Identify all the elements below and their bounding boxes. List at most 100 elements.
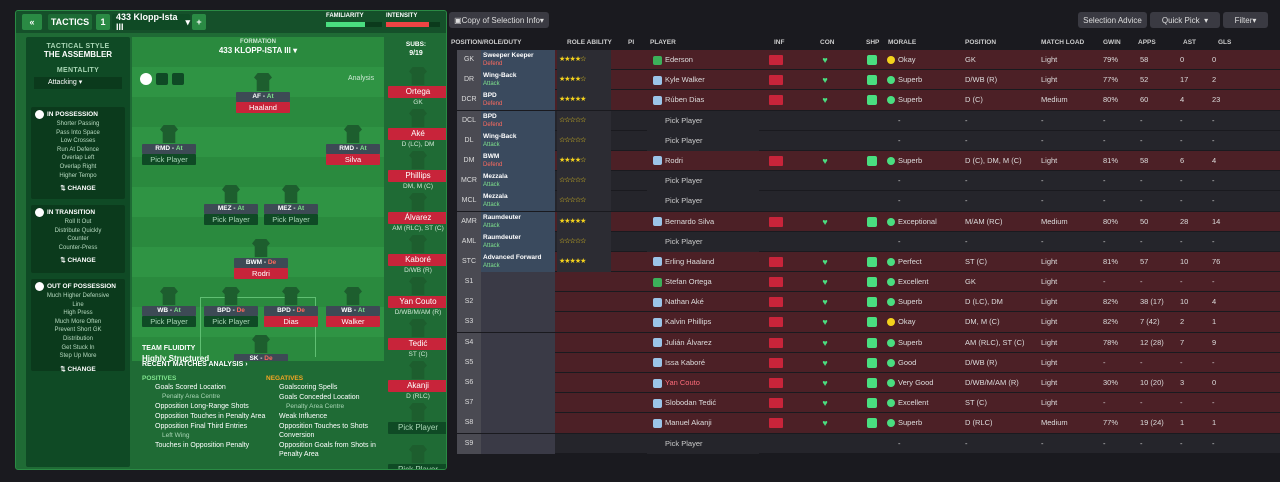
quick-pick-button[interactable]: Quick Pick ▾ (1150, 12, 1220, 28)
stats-icon[interactable] (156, 73, 168, 85)
sub-name[interactable]: Ortega (388, 86, 446, 98)
col-ast[interactable]: AST (1183, 39, 1196, 46)
player-name[interactable]: Dias (264, 316, 318, 327)
col-gls[interactable]: GLS (1218, 39, 1232, 46)
player-cell[interactable]: Ederson (653, 50, 763, 70)
table-row[interactable]: DR Wing-Back Attack ★★★★☆ Kyle Walker ♥ Superb… (457, 70, 1280, 91)
col-apps[interactable]: APPS (1138, 39, 1156, 46)
analysis-item[interactable]: Weak Influence (279, 413, 328, 420)
player-name[interactable]: Kyle Walker (665, 75, 705, 85)
pick-player-select[interactable]: Pick Player (647, 191, 759, 212)
table-row[interactable]: S9 Pick Player - - - - - - - (457, 433, 1280, 454)
role-duty-select[interactable]: BPD Defend (481, 110, 555, 131)
player-name[interactable]: Haaland (236, 102, 290, 113)
tactic-select[interactable]: 433 Klopp-Ista III ▾ (112, 12, 190, 32)
table-row[interactable]: DL Wing-Back Attack ☆☆☆☆☆ Pick Player - - - - - - - (457, 130, 1280, 151)
col-position[interactable]: POSITION/ROLE/DUTY (451, 39, 522, 46)
player-name[interactable]: Rodri (665, 155, 683, 165)
table-row[interactable]: AMR Raumdeuter Attack ★★★★★ Bernardo Silva ♥ E… (457, 211, 1280, 232)
table-row[interactable]: MCR Mezzala Attack ☆☆☆☆☆ Pick Player - - - - - - - (457, 171, 1280, 192)
player-cell[interactable]: Kalvin Phillips (653, 312, 763, 332)
sub-name[interactable]: Pick Player (388, 422, 446, 434)
in-possession-box[interactable]: IN POSSESSION Shorter Passing Pass Into S… (31, 107, 125, 199)
analysis-item[interactable]: Goalscoring Spells (279, 384, 338, 391)
role-label[interactable]: RMD - At (326, 144, 380, 154)
player-cell[interactable]: Julián Álvarez (653, 333, 763, 353)
analysis-item[interactable]: Opposition Goals from Shots in Penalty A… (279, 442, 376, 458)
table-row[interactable]: DCR BPD Defend ★★★★★ Rúben Dias ♥ Superb D (C) M… (457, 90, 1280, 111)
pitch-player[interactable]: BWM - De Rodri (234, 239, 288, 279)
copy-selection-button[interactable]: ▣ Copy of Selection Info ▾ (449, 12, 549, 28)
sub-slot[interactable]: Ortega GK (388, 67, 446, 106)
col-shp[interactable]: SHP (866, 39, 880, 46)
player-cell[interactable]: Stefan Ortega (653, 272, 763, 292)
in-transition-box[interactable]: IN TRANSITION Roll It Out Distribute Quic… (31, 205, 125, 273)
pitch-player[interactable]: RMD - At Pick Player (142, 125, 196, 165)
formation-select[interactable]: 433 KLOPP-ISTA III ▾ (218, 46, 298, 55)
col-match-load[interactable]: MATCH LOAD (1041, 39, 1085, 46)
sub-name[interactable]: Yan Couto (388, 296, 446, 308)
role-duty-select[interactable]: Mezzala Attack (481, 171, 555, 192)
pick-player-select[interactable]: Pick Player (647, 231, 759, 252)
table-row[interactable]: S7 Slobodan Tedić ♥ Excellent ST (C) Light - - -… (457, 393, 1280, 414)
table-row[interactable]: S2 Nathan Aké ♥ Superb D (LC), DM Light 82% 38 … (457, 292, 1280, 313)
player-name[interactable]: Julián Álvarez (665, 337, 712, 347)
player-cell[interactable]: Manuel Akanji (653, 413, 763, 433)
player-name[interactable]: Stefan Ortega (665, 277, 712, 287)
player-cell[interactable]: Rodri (653, 151, 763, 171)
player-name[interactable]: Ederson (665, 55, 693, 64)
pick-player-select[interactable]: Pick Player (647, 171, 759, 192)
sub-slot[interactable]: Kaboré D/WB (R) (388, 235, 446, 274)
analysis-item[interactable]: Opposition Final Third Entries (155, 423, 248, 430)
role-duty-select[interactable]: Advanced Forward Attack (481, 251, 555, 272)
info-icon[interactable] (140, 73, 152, 85)
player-name[interactable]: Pick Player (142, 316, 196, 327)
player-name[interactable]: Silva (326, 154, 380, 165)
table-row[interactable]: S8 Manuel Akanji ♥ Superb D (RLC) Medium 77% 19… (457, 413, 1280, 434)
player-cell[interactable]: Erling Haaland (653, 252, 763, 272)
change-in-transition-button[interactable]: ⇅ CHANGE (60, 257, 96, 265)
sub-name[interactable]: Akanji (388, 380, 446, 392)
analysis-item[interactable]: Opposition Touches in Penalty Area (155, 413, 266, 420)
analysis-item[interactable]: Opposition Long-Range Shots (155, 403, 249, 410)
player-cell[interactable]: Rúben Dias (653, 90, 763, 110)
player-name[interactable]: Pick Player (142, 154, 196, 165)
analysis-item[interactable]: Touches in Opposition Penalty (155, 442, 250, 449)
role-label[interactable]: BPD - De (204, 306, 258, 316)
col-gwin[interactable]: GWIN (1103, 39, 1121, 46)
table-row[interactable]: S5 Issa Kaboré ♥ Good D/WB (R) Light - - - - (457, 352, 1280, 373)
sub-name[interactable]: Kaboré (388, 254, 446, 266)
player-name[interactable]: Rúben Dias (665, 95, 705, 105)
pick-player-select[interactable]: Pick Player (647, 433, 759, 454)
role-label[interactable]: MEZ - At (204, 204, 258, 214)
role-duty-select[interactable]: Wing-Back Attack (481, 130, 555, 151)
analysis-button[interactable]: Analysis (348, 75, 375, 82)
sub-slot[interactable]: Yan Couto D/WB/M/AM (R) (388, 277, 446, 316)
sub-name[interactable]: Pick Player (388, 464, 446, 469)
player-name[interactable]: Nathan Aké (665, 297, 704, 307)
role-label[interactable]: WB - At (326, 306, 380, 316)
tactic-slot[interactable]: 1 (96, 14, 110, 30)
role-duty-select[interactable]: Sweeper Keeper Defend (481, 50, 555, 70)
role-label[interactable]: RMD - At (142, 144, 196, 154)
player-name[interactable]: Slobodan Tedić (665, 398, 717, 408)
player-name[interactable]: Yan Couto (665, 378, 700, 387)
sub-slot[interactable]: Aké D (LC), DM (388, 109, 446, 148)
sub-slot[interactable]: Akanji D (RLC) (388, 361, 446, 400)
table-row[interactable]: MCL Mezzala Attack ☆☆☆☆☆ Pick Player - - - - - - - (457, 191, 1280, 212)
table-row[interactable]: S1 Stefan Ortega ♥ Excellent GK Light - - - - (457, 272, 1280, 293)
role-label[interactable]: MEZ - At (264, 204, 318, 214)
player-cell[interactable]: Bernardo Silva (653, 212, 763, 232)
table-row[interactable]: AML Raumdeuter Attack ☆☆☆☆☆ Pick Player - - - - -… (457, 231, 1280, 252)
role-duty-select[interactable]: Raumdeuter Attack (481, 211, 555, 232)
filter-button[interactable]: Filter ▾ (1223, 12, 1268, 28)
role-duty-select[interactable]: Raumdeuter Attack (481, 231, 555, 252)
sub-slot[interactable]: Álvarez AM (RLC), ST (C) (388, 193, 446, 232)
table-row[interactable]: S6 Yan Couto ♥ Very Good D/WB/M/AM (R) Light 3… (457, 373, 1280, 394)
player-name[interactable]: Issa Kaboré (665, 357, 706, 367)
sub-slot[interactable]: Pick Player (388, 403, 446, 435)
role-label[interactable]: WB - At (142, 306, 196, 316)
pitch-player[interactable]: WB - At Pick Player (142, 287, 196, 327)
role-duty-select[interactable]: Mezzala Attack (481, 191, 555, 212)
change-out-possession-button[interactable]: ⇅ CHANGE (60, 365, 96, 373)
